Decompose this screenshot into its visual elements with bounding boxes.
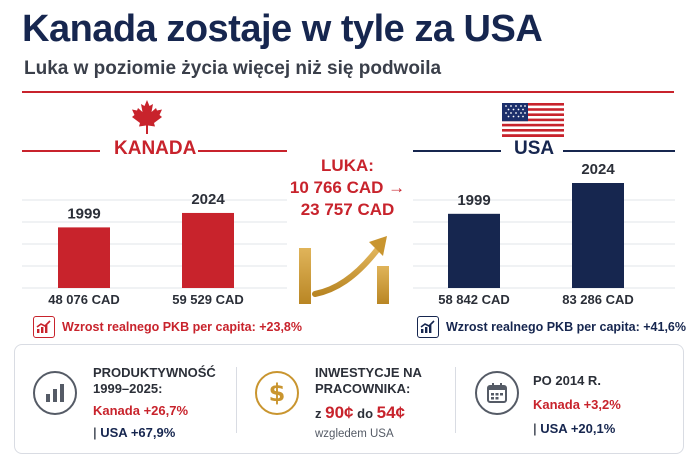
- stat-productivity-canada: Kanada +26,7%: [93, 403, 189, 418]
- stat-post2014-title: PO 2014 R.: [533, 373, 601, 388]
- canada-label: KANADA: [114, 138, 197, 159]
- canada-growth: Wzrost realnego PKB per capita: +23,8%: [33, 316, 302, 338]
- year-label: 2024: [581, 161, 615, 178]
- year-label: 1999: [67, 205, 100, 222]
- usa-growth-text: Wzrost realnego PKB per capita: +41,6%: [446, 320, 687, 334]
- dollar-icon: $: [255, 371, 299, 415]
- growth-chart-icon: [33, 316, 55, 338]
- maple-leaf-icon: [132, 100, 162, 134]
- stat-post2014-canada: Kanada +3,2%: [533, 397, 621, 412]
- value-label: 59 529 CAD: [172, 292, 244, 307]
- gap-label: LUKA:: [321, 156, 374, 175]
- us-flag-icon: [502, 103, 564, 137]
- stat-investment-value: z 90¢ do 54¢: [315, 403, 406, 422]
- stat-post2014-usa: | USA +20,1%: [533, 421, 616, 436]
- usa-growth: Wzrost realnego PKB per capita: +41,6%: [417, 316, 686, 338]
- usa-bar-chart: 1999 58 842 CAD 2024 83 286 CAD: [413, 161, 675, 307]
- value-label: 83 286 CAD: [562, 292, 634, 307]
- stat-productivity-title: PRODUKTYWNOŚĆ 1999–2025:: [93, 365, 216, 396]
- calendar-icon: [475, 371, 519, 415]
- year-label: 2024: [191, 191, 225, 208]
- stat-investment-note: wzgledem USA: [315, 428, 394, 440]
- rising-arrow-icon: [299, 236, 389, 304]
- canada-header: KANADA: [22, 136, 287, 166]
- bar-2024: [572, 183, 624, 288]
- title-divider: [22, 91, 674, 93]
- panel-divider: [455, 367, 456, 433]
- stat-productivity-usa: | USA +67,9%: [93, 425, 176, 440]
- bar-1999: [58, 227, 110, 288]
- value-label: 58 842 CAD: [438, 292, 510, 307]
- bar-2024: [182, 212, 234, 288]
- bar-1999: [448, 213, 500, 288]
- growth-chart-icon: [417, 316, 439, 338]
- page-title: Kanada zostaje w tyle za USA: [22, 8, 543, 50]
- year-label: 1999: [457, 192, 490, 209]
- stats-panel: PRODUKTYWNOŚĆ 1999–2025: Kanada +26,7% |…: [14, 344, 684, 454]
- gap-line-2: 23 757 CAD: [300, 200, 395, 219]
- panel-divider: [236, 367, 237, 433]
- page-subtitle: Luka w poziomie życia więcej niż się pod…: [24, 58, 442, 79]
- usa-header: USA: [413, 136, 675, 166]
- value-label: 48 076 CAD: [48, 292, 120, 307]
- bar-chart-icon: [33, 371, 77, 415]
- gap-line-1: 10 766 CAD →: [289, 178, 406, 197]
- stat-investment-title: INWESTYCJE NA PRACOWNIKA:: [315, 365, 422, 396]
- gap-callout: LUKA: 10 766 CAD → 23 757 CAD: [275, 155, 420, 221]
- canada-bar-chart: 1999 48 076 CAD 2024 59 529 CAD: [22, 191, 287, 307]
- usa-label: USA: [514, 138, 555, 159]
- canada-growth-text: Wzrost realnego PKB per capita: +23,8%: [62, 320, 303, 334]
